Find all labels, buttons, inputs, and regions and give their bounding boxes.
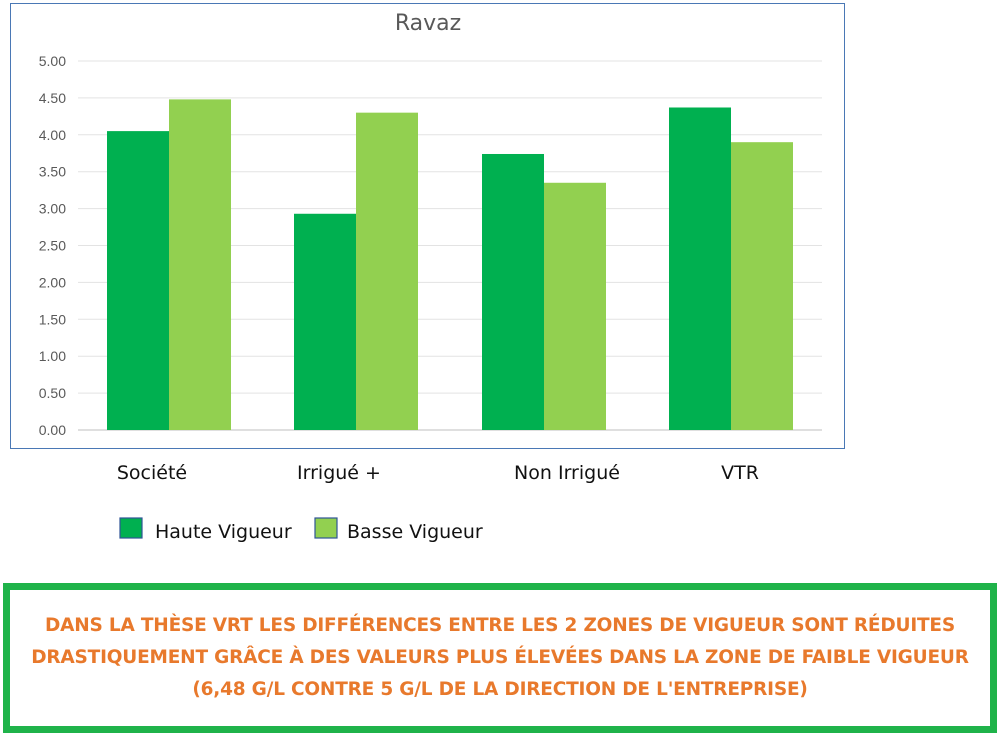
note-text: DANS LA THÈSE VRT LES DIFFÉRENCES ENTRE …: [31, 615, 969, 700]
chart-title: Ravaz: [395, 11, 461, 36]
y-tick-label: 2.50: [39, 238, 66, 254]
y-tick-label: 3.50: [39, 164, 66, 180]
legend: Haute Vigueur Basse Vigueur: [119, 517, 483, 543]
category-label: Non Irrigué: [514, 462, 620, 484]
category-label: Irrigué +: [297, 462, 381, 484]
bar-basse-1: [356, 112, 418, 430]
bar-chart: Ravaz 5.00 4.50 4.00 3.50 3.00 2.50 2.00 1.50 1.…: [39, 11, 822, 543]
bar-basse-0: [169, 99, 231, 430]
y-tick-label: 4.00: [39, 127, 66, 143]
legend-label: Haute Vigueur: [155, 521, 292, 543]
y-tick-label: 1.00: [39, 348, 66, 364]
bar-haute-0: [107, 131, 169, 431]
legend-label: Basse Vigueur: [347, 521, 483, 543]
y-tick-label: 4.50: [39, 90, 66, 106]
bar-haute-2: [482, 153, 544, 430]
y-tick-label: 0.00: [39, 422, 66, 438]
legend-swatch: [314, 517, 338, 539]
bar-basse-2: [544, 182, 606, 430]
y-tick-label: 1.50: [39, 311, 66, 327]
note-box: DANS LA THÈSE VRT LES DIFFÉRENCES ENTRE …: [3, 583, 997, 733]
legend-swatch: [119, 517, 143, 539]
y-tick-label: 2.00: [39, 274, 66, 290]
y-tick-label: 3.00: [39, 201, 66, 217]
bar-haute-1: [294, 213, 356, 430]
y-tick-label: 0.50: [39, 385, 66, 401]
x-axis-categories: Société Irrigué + Non Irrigué VTR: [117, 462, 759, 484]
y-axis-ticks: 5.00 4.50 4.00 3.50 3.00 2.50 2.00 1.50 1.00 0.50…: [39, 53, 66, 438]
bar-haute-3: [669, 107, 731, 430]
y-tick-label: 5.00: [39, 53, 66, 69]
category-label: VTR: [721, 462, 759, 484]
bars: [107, 99, 793, 431]
bar-basse-3: [731, 142, 793, 430]
category-label: Société: [117, 462, 187, 484]
